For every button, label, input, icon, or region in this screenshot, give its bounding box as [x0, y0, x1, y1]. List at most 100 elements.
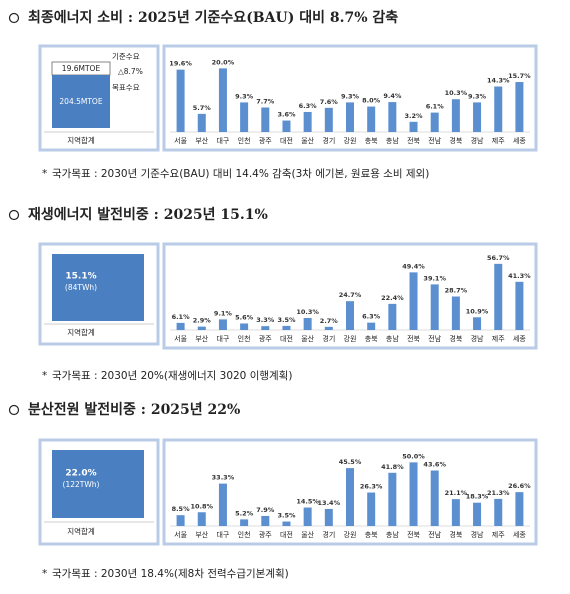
- bar: [303, 317, 312, 330]
- value-label: 5.7%: [193, 104, 212, 112]
- x-tick-label: 제주: [492, 137, 505, 145]
- x-tick-label: 충북: [365, 530, 378, 539]
- bar: [473, 317, 482, 330]
- value-label: 5.6%: [235, 313, 254, 321]
- bar: [494, 86, 503, 132]
- target-block: [52, 75, 110, 128]
- share-block: [52, 254, 144, 321]
- bar: [176, 322, 185, 330]
- value-label: 3.2%: [405, 112, 424, 120]
- chart-panel: [162, 242, 538, 350]
- bar: [473, 102, 482, 132]
- note-bullet: *: [42, 370, 47, 382]
- bar: [367, 322, 376, 330]
- value-label: 6.1%: [426, 103, 445, 111]
- x-tick-label: 강원: [344, 136, 357, 145]
- bar: [282, 521, 291, 526]
- bar: [430, 112, 439, 132]
- x-tick-label: 인천: [238, 334, 251, 343]
- value-label: 9.3%: [235, 92, 254, 100]
- bar: [324, 326, 333, 330]
- value-label: 9.3%: [468, 92, 487, 100]
- share-block: [52, 450, 144, 518]
- x-tick-label: 충남: [386, 334, 399, 343]
- bar: [388, 102, 397, 132]
- bar: [261, 515, 270, 526]
- bar: [473, 502, 482, 526]
- value-label: 9.3%: [341, 92, 360, 100]
- bar: [367, 492, 376, 526]
- bullet: [8, 404, 20, 416]
- bar: [367, 106, 376, 132]
- value-label: 19.6%: [169, 60, 192, 68]
- bar: [176, 515, 185, 526]
- value-label: 28.7%: [445, 287, 468, 295]
- bar: [324, 508, 333, 526]
- x-tick-label: 제주: [492, 335, 505, 343]
- region-label: 지역합계: [67, 135, 95, 145]
- bar: [261, 326, 270, 330]
- x-tick-label: 강원: [344, 334, 357, 343]
- value-label: 3.5%: [277, 316, 296, 324]
- value-label: 26.3%: [360, 483, 383, 491]
- value-label: 9.1%: [214, 309, 233, 317]
- bar: [346, 301, 354, 330]
- bar: [494, 263, 503, 330]
- value-label: 56.7%: [487, 254, 510, 262]
- bar: [240, 519, 249, 526]
- bar: [261, 107, 270, 132]
- value-label: 10.8%: [190, 502, 213, 510]
- value-label: 6.3%: [362, 313, 381, 321]
- section-title: 최종에너지 소비 : 2025년 기준수요(BAU) 대비 8.7% 감축: [28, 9, 398, 26]
- x-tick-label: 세종: [513, 530, 526, 539]
- bar: [430, 470, 439, 526]
- note-bullet: *: [42, 568, 47, 580]
- bar: [346, 102, 354, 132]
- x-tick-label: 충북: [365, 334, 378, 343]
- x-tick-label: 전북: [407, 334, 420, 343]
- bar: [218, 483, 227, 526]
- bar: [197, 326, 206, 330]
- x-tick-label: 대전: [280, 136, 293, 145]
- x-tick-label: 서울: [174, 136, 187, 145]
- x-tick-label: 울산: [301, 530, 314, 539]
- x-tick-label: 경남: [471, 136, 484, 145]
- value-label: 7.6%: [320, 98, 339, 106]
- bar: [197, 512, 206, 526]
- bar: [282, 325, 291, 330]
- region-label: 지역합계: [67, 526, 95, 536]
- bar: [197, 113, 206, 132]
- value-label: 8.5%: [172, 505, 191, 513]
- change-text: △8.7%: [118, 67, 143, 76]
- bar: [388, 472, 397, 526]
- amount-text: (84TWh): [65, 283, 97, 292]
- bullet: [8, 209, 20, 221]
- bar: [346, 468, 354, 526]
- x-tick-label: 경기: [322, 136, 335, 145]
- x-tick-label: 울산: [301, 334, 314, 343]
- value-label: 22.4%: [381, 294, 404, 302]
- x-tick-label: 대전: [280, 530, 293, 539]
- value-label: 14.5%: [296, 498, 319, 506]
- x-tick-label: 전북: [407, 530, 420, 539]
- x-tick-label: 광주: [259, 137, 272, 145]
- x-tick-label: 대구: [216, 335, 229, 343]
- note: 국가목표 : 2030년 20%(재생에너지 3020 이행계획): [52, 370, 292, 382]
- bar: [324, 107, 333, 132]
- section-title: 재생에너지 발전비중 : 2025년 15.1%: [28, 206, 268, 223]
- bar: [409, 272, 418, 330]
- value-label: 39.1%: [423, 274, 446, 282]
- note: 국가목표 : 2030년 18.4%(제8차 전력수급기본계획): [52, 568, 289, 580]
- bar: [515, 82, 524, 132]
- value-label: 3.6%: [277, 111, 296, 119]
- x-tick-label: 인천: [238, 136, 251, 145]
- value-label: 5.2%: [235, 509, 254, 517]
- value-label: 13.4%: [318, 499, 341, 507]
- value-label: 45.5%: [339, 458, 362, 466]
- baseline-label: 기준수요: [112, 52, 140, 61]
- bar: [240, 102, 249, 132]
- x-tick-label: 대구: [216, 531, 229, 539]
- value-label: 43.6%: [423, 461, 446, 469]
- bar: [303, 507, 312, 526]
